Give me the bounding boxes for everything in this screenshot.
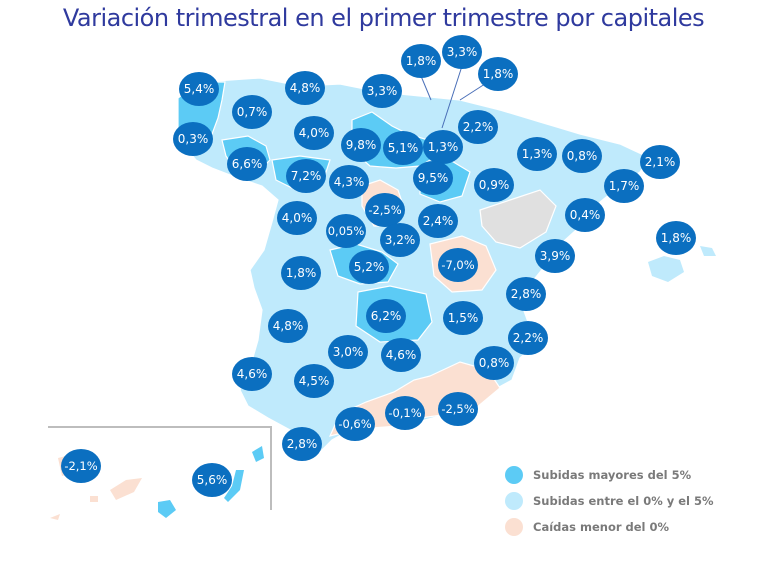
value-bubble: 4,0%: [277, 201, 317, 235]
value-bubble: 5,1%: [383, 131, 423, 165]
value-bubble: 1,5%: [443, 301, 483, 335]
value-bubble: 2,8%: [506, 277, 546, 311]
value-bubble: -2,5%: [438, 392, 478, 426]
region-gomera: [90, 496, 98, 502]
value-bubble: 3,2%: [380, 223, 420, 257]
value-bubble: 3,0%: [328, 335, 368, 369]
value-bubble: -0,6%: [335, 407, 375, 441]
value-bubble: -0,1%: [385, 396, 425, 430]
page-title: Variación trimestral en el primer trimes…: [62, 4, 705, 32]
legend-label: Subidas mayores del 5%: [533, 468, 692, 482]
value-bubble: 9,5%: [413, 161, 453, 195]
swatch-between-0-5: [505, 492, 523, 510]
value-bubble: 2,4%: [418, 204, 458, 238]
legend-item-above-5: Subidas mayores del 5%: [505, 462, 714, 488]
value-bubble: 2,2%: [508, 321, 548, 355]
value-bubble: 4,3%: [329, 165, 369, 199]
value-bubble: 0,8%: [474, 346, 514, 380]
value-bubble: 0,3%: [173, 122, 213, 156]
region-baleares: [648, 256, 684, 282]
connector-line: [441, 65, 463, 129]
value-bubble: 1,8%: [401, 44, 441, 78]
value-bubble: 0,4%: [565, 198, 605, 232]
swatch-below-0: [505, 518, 523, 536]
value-bubble: 1,8%: [656, 221, 696, 255]
legend-item-below-0: Caídas menor del 0%: [505, 514, 714, 540]
value-bubble: 0,9%: [474, 168, 514, 202]
region-tenerife: [110, 478, 142, 500]
value-bubble: 3,9%: [535, 239, 575, 273]
region-hierro: [50, 514, 60, 520]
value-bubble: 5,6%: [192, 463, 232, 497]
value-bubble: 2,1%: [640, 145, 680, 179]
canarias-inset-frame: [48, 426, 272, 510]
value-bubble: 4,0%: [294, 116, 334, 150]
value-bubble: 1,3%: [517, 137, 557, 171]
value-bubble: -2,1%: [61, 449, 101, 483]
value-bubble: 6,6%: [227, 147, 267, 181]
legend-label: Caídas menor del 0%: [533, 520, 670, 534]
connector-line: [420, 75, 432, 101]
value-bubble: 1,8%: [478, 57, 518, 91]
legend: Subidas mayores del 5% Subidas entre el …: [505, 462, 714, 540]
value-bubble: 4,5%: [294, 364, 334, 398]
region-gran-canaria: [158, 500, 176, 518]
value-bubble: -2,5%: [365, 193, 405, 227]
value-bubble: 5,2%: [349, 250, 389, 284]
value-bubble: 3,3%: [362, 74, 402, 108]
value-bubble: 4,6%: [381, 338, 421, 372]
value-bubble: 4,8%: [268, 309, 308, 343]
value-bubble: 0,8%: [562, 139, 602, 173]
value-bubble: 2,2%: [458, 110, 498, 144]
value-bubble: 1,7%: [604, 169, 644, 203]
value-bubble: 9,8%: [341, 128, 381, 162]
value-bubble: 7,2%: [286, 159, 326, 193]
value-bubble: 1,3%: [423, 130, 463, 164]
legend-item-between-0-5: Subidas entre el 0% y el 5%: [505, 488, 714, 514]
region-lanzarote: [252, 446, 264, 462]
value-bubble: 0,7%: [232, 95, 272, 129]
legend-label: Subidas entre el 0% y el 5%: [533, 494, 714, 508]
swatch-above-5: [505, 466, 523, 484]
region-menorca: [700, 246, 716, 256]
region-fuerteventura: [224, 470, 244, 502]
value-bubble: 6,2%: [366, 299, 406, 333]
value-bubble: 2,8%: [282, 427, 322, 461]
value-bubble: 1,8%: [281, 256, 321, 290]
value-bubble: 0,05%: [326, 214, 366, 248]
value-bubble: 3,3%: [442, 35, 482, 69]
value-bubble: 5,4%: [179, 72, 219, 106]
value-bubble: 4,8%: [285, 71, 325, 105]
value-bubble: 4,6%: [232, 357, 272, 391]
value-bubble: -7,0%: [438, 248, 478, 282]
region-teruel: [479, 189, 557, 249]
